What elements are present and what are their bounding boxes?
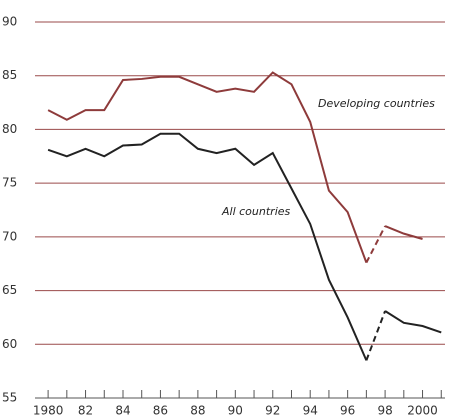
y-tick-label: 90 [2, 15, 17, 29]
y-tick-label: 70 [2, 229, 17, 243]
dashed-segment [365, 225, 386, 264]
x-tick-label: 98 [377, 404, 392, 418]
y-tick-label: 85 [2, 68, 17, 82]
x-tick-label: 96 [340, 404, 355, 418]
series-line [384, 225, 423, 240]
x-tick-label: 2000 [407, 404, 438, 418]
dashed-segment [365, 310, 387, 361]
series-annotation: All countries [221, 205, 291, 218]
series-line [47, 71, 368, 263]
series-line [384, 310, 442, 334]
x-tick-label: 92 [265, 404, 280, 418]
x-tick-label: 94 [303, 404, 318, 418]
y-tick-label: 80 [2, 122, 17, 136]
y-tick-label: 60 [2, 337, 17, 351]
y-tick-label: 55 [2, 391, 17, 405]
y-tick-label: 75 [2, 176, 17, 190]
y-tick-label: 65 [2, 283, 17, 297]
series-annotation: Developing countries [318, 97, 435, 110]
x-tick-label: 90 [228, 404, 243, 418]
x-tick-label: 88 [190, 404, 205, 418]
x-tick-label: 84 [115, 404, 130, 418]
series-line [47, 132, 368, 361]
x-tick-label: 1980 [33, 404, 64, 418]
x-tick-label: 82 [78, 404, 93, 418]
x-tick-label: 86 [153, 404, 168, 418]
